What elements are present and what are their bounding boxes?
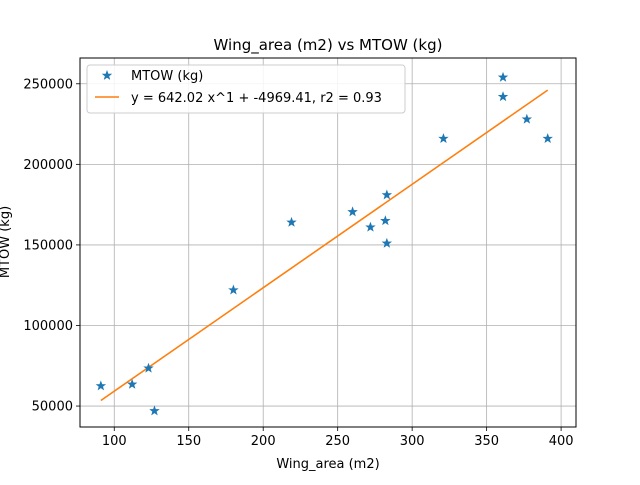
data-point-star [438, 133, 449, 143]
grid [80, 58, 576, 427]
data-point-star [497, 71, 509, 82]
data-point-star [95, 380, 107, 391]
data-point-star [542, 133, 553, 143]
x-axis-label: Wing_area (m2) [276, 457, 379, 472]
legend-box [86, 64, 406, 114]
ticks: 100 150 200 250 300 350 400 50000 100000 150000 20… [23, 77, 573, 449]
y-tick-label: 250000 [23, 77, 73, 92]
y-tick-label: 150000 [23, 238, 73, 253]
data-point-star [347, 206, 358, 217]
y-axis-label: MTOW (kg) [0, 206, 13, 278]
y-tick-label: 200000 [23, 158, 73, 173]
plot-frame [79, 57, 577, 428]
x-tick-label: 150 [176, 434, 201, 449]
series-layer [95, 71, 553, 416]
data-point-star [228, 284, 239, 295]
fit-line [100, 89, 549, 402]
y-tick-label: 50000 [32, 400, 73, 415]
x-tick-label: 300 [400, 434, 425, 449]
legend: MTOW (kg) y = 642.02 x^1 + -4969.41, r2 … [86, 64, 406, 114]
y-tick-label: 100000 [23, 319, 73, 334]
x-tick-label: 200 [251, 434, 276, 449]
data-point-star [286, 216, 297, 227]
data-point-star [365, 221, 376, 232]
data-point-star [380, 215, 391, 226]
data-point-star [149, 405, 160, 416]
x-tick-label: 400 [549, 434, 574, 449]
chart-title: Wing_area (m2) vs MTOW (kg) [214, 36, 443, 55]
x-tick-label: 350 [474, 434, 499, 449]
data-point-star [143, 362, 154, 373]
data-point-star [381, 237, 393, 248]
data-point-star [521, 113, 533, 124]
x-tick-label: 250 [325, 434, 350, 449]
data-point-star [126, 378, 138, 389]
x-tick-label: 100 [102, 434, 127, 449]
legend-star-marker [101, 70, 113, 80]
legend-label-mtow: MTOW (kg) [131, 69, 203, 84]
legend-star-glyph [101, 70, 113, 80]
data-point-star [381, 189, 393, 200]
data-point-star [497, 91, 509, 102]
legend-label-fit: y = 642.02 x^1 + -4969.41, r2 = 0.93 [131, 91, 382, 106]
